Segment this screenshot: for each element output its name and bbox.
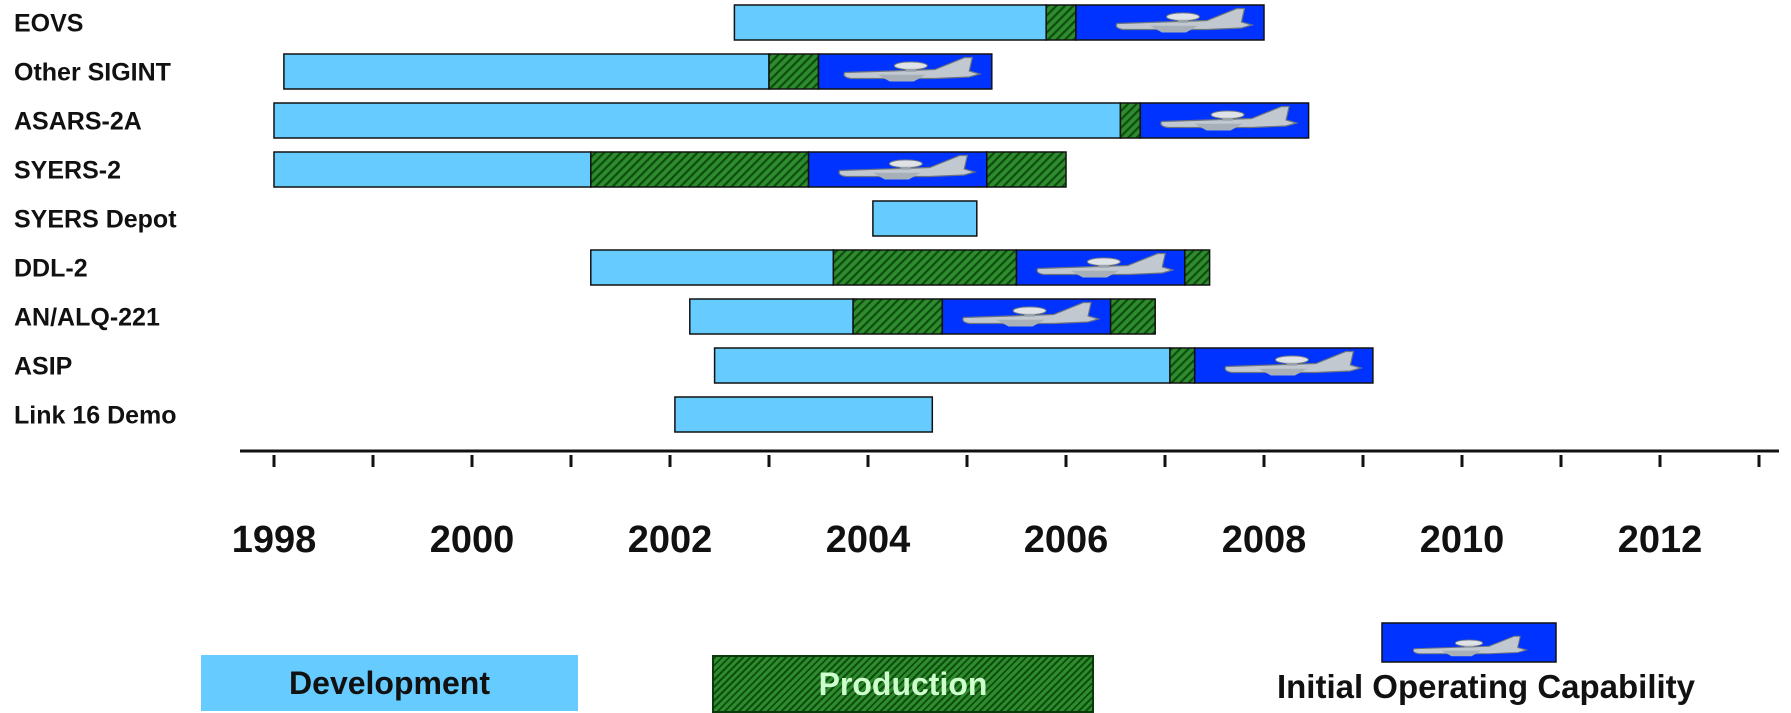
- row-label: DDL-2: [14, 255, 88, 283]
- row-label: SYERS-2: [14, 157, 121, 185]
- bar-development: [872, 200, 978, 237]
- bar-development: [283, 53, 770, 90]
- row-label: Other SIGINT: [14, 59, 171, 87]
- bar-production: [986, 151, 1067, 188]
- bar-development: [674, 396, 934, 433]
- row-syers-depot: SYERS Depot: [14, 200, 978, 237]
- row-an-alq-221: AN/ALQ-221: [14, 298, 1156, 335]
- bar-production: [1109, 298, 1156, 335]
- bar-development: [273, 102, 1122, 139]
- x-tick-label: 2006: [1024, 519, 1109, 561]
- bar-production: [832, 249, 1018, 286]
- bar-production: [1184, 249, 1211, 286]
- bar-development: [590, 249, 835, 286]
- row-asip: ASIP: [14, 347, 1374, 384]
- bar-production: [1169, 347, 1196, 384]
- x-tick-label: 2008: [1222, 519, 1307, 561]
- row-label: ASIP: [14, 353, 72, 381]
- bar-development: [273, 151, 592, 188]
- x-tick-label: 2002: [628, 519, 713, 561]
- bar-development: [733, 4, 1047, 41]
- bar-development: [689, 298, 854, 335]
- bar-production: [768, 53, 820, 90]
- row-label: SYERS Depot: [14, 206, 177, 234]
- legend-development-label: Development: [289, 664, 490, 701]
- bar-production: [852, 298, 943, 335]
- bar-production: [590, 151, 810, 188]
- row-link-16-demo: Link 16 Demo: [14, 396, 934, 433]
- legend-production-label: Production: [818, 665, 988, 702]
- row-label: EOVS: [14, 10, 83, 38]
- x-tick-label: 2010: [1420, 519, 1505, 561]
- row-ddl-2: DDL-2: [14, 249, 1211, 286]
- legend-production: Production: [712, 655, 1094, 713]
- bar-development: [713, 347, 1171, 384]
- row-asars-2a: ASARS-2A: [14, 102, 1310, 139]
- row-eovs: EOVS: [14, 4, 1265, 41]
- row-label: ASARS-2A: [14, 108, 142, 136]
- legend-ioc-label: Initial Operating Capability: [1276, 668, 1696, 705]
- legend-development: Development: [201, 655, 578, 711]
- x-tick-label: 2000: [430, 519, 515, 561]
- bar-production: [1045, 4, 1077, 41]
- row-other-sigint: Other SIGINT: [14, 53, 993, 90]
- bar-production: [1119, 102, 1141, 139]
- row-label: Link 16 Demo: [14, 402, 177, 430]
- row-syers-2: SYERS-2: [14, 151, 1067, 188]
- x-tick-label: 2004: [826, 519, 911, 561]
- row-label: AN/ALQ-221: [14, 304, 160, 332]
- x-tick-label: 2012: [1618, 519, 1703, 561]
- x-tick-label: 1998: [232, 519, 317, 561]
